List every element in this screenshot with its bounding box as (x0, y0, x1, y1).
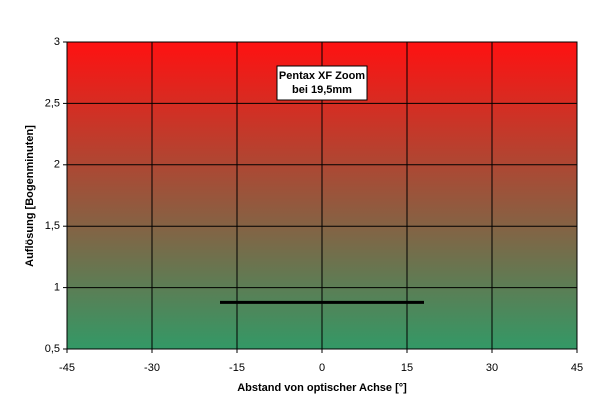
annotation-text: Pentax XF Zoom (279, 70, 365, 82)
y-tick-label: 3 (54, 36, 60, 48)
plot-border (66, 41, 578, 350)
annotation-box (276, 65, 368, 101)
x-tick-label: 30 (486, 362, 498, 374)
x-tick-label: 15 (401, 362, 413, 374)
y-tick-label: 2 (54, 159, 60, 171)
x-axis-label: Abstand von optischer Achse [°] (237, 382, 407, 394)
x-tick-label: -15 (229, 362, 245, 374)
chart-layer: 0,5 1 1,5 2 2,5 3 -45 -30 -15 0 15 30 45 Pentax XF Zo… (45, 36, 583, 374)
y-axis-label: Auflösung [Bogenminuten] (24, 125, 36, 267)
x-tick-label: -45 (59, 362, 75, 374)
y-tick-label: 1,5 (45, 220, 60, 232)
y-tick-label: 0,5 (45, 343, 60, 355)
y-tick-label: 1 (54, 282, 60, 294)
y-tick-label: 2,5 (45, 97, 60, 109)
x-tick-label: 45 (571, 362, 583, 374)
x-tick-label: -30 (144, 362, 160, 374)
x-tick-label: 0 (319, 362, 325, 374)
annotation: Pentax XF Zoom bei 19,5mm (276, 65, 368, 101)
annotation-text: bei 19,5mm (292, 84, 352, 96)
